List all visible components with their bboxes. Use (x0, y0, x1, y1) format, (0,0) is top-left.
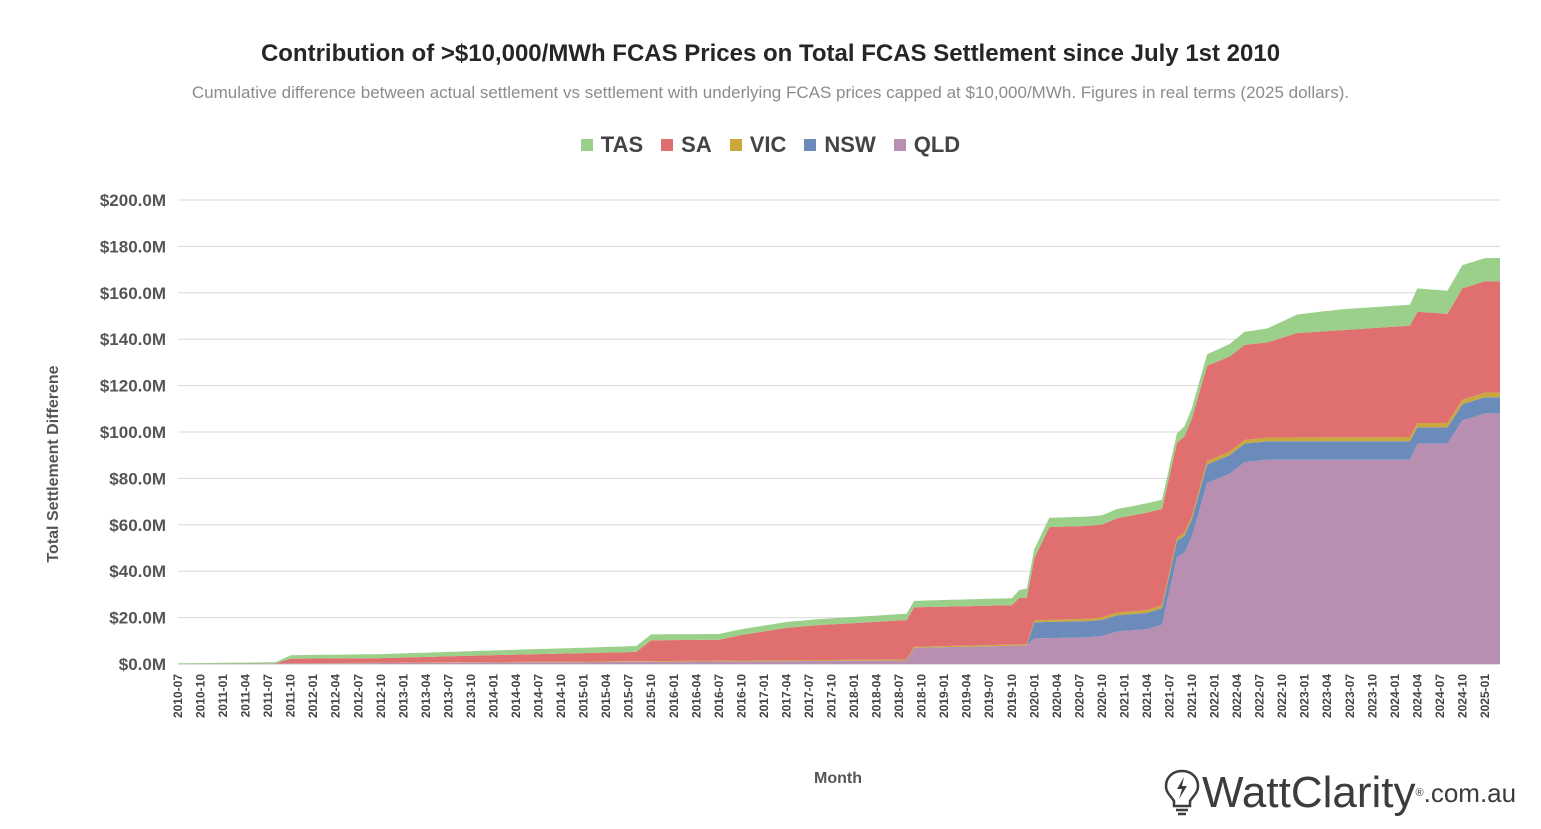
x-tick-label: 2014-04 (509, 674, 523, 718)
x-tick-label: 2023-01 (1298, 674, 1312, 718)
x-tick-label: 2016-07 (712, 674, 726, 718)
legend-label: TAS (600, 132, 644, 157)
series-area-sa (178, 281, 1500, 664)
x-tick-label: 2020-07 (1072, 674, 1086, 718)
x-tick-label: 2010-10 (194, 674, 208, 718)
x-tick-label: 2013-04 (419, 674, 433, 718)
x-tick-label: 2016-10 (734, 674, 748, 718)
y-tick-label: $160.0M (100, 284, 166, 303)
legend-swatch (661, 139, 674, 151)
y-tick-label: $40.0M (109, 562, 166, 581)
x-tick-label: 2019-04 (960, 674, 974, 718)
legend-item-vic: VIC (729, 132, 787, 158)
x-tick-label: 2015-07 (622, 674, 636, 718)
x-tick-label: 2017-04 (779, 674, 793, 718)
y-tick-label: $200.0M (100, 191, 166, 210)
y-tick-label: $100.0M (100, 423, 166, 442)
x-tick-label: 2017-01 (757, 674, 771, 718)
x-tick-label: 2024-04 (1410, 674, 1424, 718)
x-tick-label: 2012-04 (329, 674, 343, 718)
x-tick-label: 2025-01 (1478, 674, 1492, 718)
x-tick-label: 2014-07 (532, 674, 546, 718)
legend-label: SA (681, 132, 712, 157)
x-tick-label: 2013-01 (396, 674, 410, 718)
x-tick-label: 2021-01 (1117, 674, 1131, 718)
x-tick-label: 2012-01 (306, 674, 320, 718)
legend-item-qld: QLD (893, 132, 961, 158)
legend-label: QLD (913, 132, 961, 157)
y-tick-label: $120.0M (100, 377, 166, 396)
x-tick-label: 2018-07 (892, 674, 906, 718)
legend-swatch (893, 139, 906, 151)
x-tick-label: 2024-10 (1455, 674, 1469, 718)
logo-registered-mark: ® (1415, 787, 1424, 799)
x-tick-label: 2015-04 (599, 674, 613, 718)
x-tick-label: 2011-10 (284, 674, 298, 718)
x-tick-label: 2022-07 (1253, 674, 1267, 718)
y-tick-label: $60.0M (109, 516, 166, 535)
legend-item-sa: SA (661, 132, 712, 158)
y-axis-label: Total Settlement Differene (45, 365, 62, 562)
x-tick-label: 2012-10 (374, 674, 388, 718)
x-tick-label: 2021-04 (1140, 674, 1154, 718)
logo-text: WattClarity (1202, 768, 1416, 817)
legend-swatch (729, 139, 742, 151)
x-tick-label: 2019-01 (937, 674, 951, 718)
x-tick-label: 2012-07 (351, 674, 365, 718)
legend-swatch (804, 139, 817, 151)
legend-label: NSW (824, 132, 876, 157)
x-tick-label: 2011-04 (239, 674, 253, 718)
x-tick-label: 2014-01 (487, 674, 501, 718)
x-tick-label: 2017-07 (802, 674, 816, 718)
x-tick-label: 2011-01 (216, 674, 230, 718)
x-tick-label: 2019-07 (982, 674, 996, 718)
x-tick-label: 2023-10 (1365, 674, 1379, 718)
x-tick-label: 2020-01 (1027, 674, 1041, 718)
legend-label: VIC (749, 132, 787, 157)
chart-subtitle: Cumulative difference between actual set… (191, 83, 1350, 102)
x-tick-label: 2023-07 (1343, 674, 1357, 718)
series-area-qld (178, 413, 1500, 664)
x-tick-label: 2018-01 (847, 674, 861, 718)
legend-swatch (580, 139, 593, 151)
chart-legend: TAS SA VIC NSW QLD (0, 132, 1541, 158)
x-tick-label: 2023-04 (1320, 674, 1334, 718)
x-tick-label: 2011-07 (261, 674, 275, 718)
chart-title: Contribution of >$10,000/MWh FCAS Prices… (260, 40, 1281, 67)
lightbulb-icon (1164, 769, 1200, 816)
x-tick-label: 2020-10 (1095, 674, 1109, 718)
wattclarity-logo: WattClarity ® .com.au (1162, 768, 1516, 818)
legend-item-tas: TAS (580, 132, 644, 158)
x-tick-label: 2018-10 (915, 674, 929, 718)
x-tick-label: 2024-07 (1433, 674, 1447, 718)
x-tick-label: 2015-10 (644, 674, 658, 718)
x-tick-label: 2022-01 (1208, 674, 1222, 718)
x-axis-label: Month (814, 770, 862, 787)
y-tick-label: $20.0M (109, 609, 166, 628)
y-tick-label: $80.0M (109, 469, 166, 488)
x-tick-label: 2010-07 (171, 674, 185, 718)
x-tick-label: 2016-04 (689, 674, 703, 718)
x-tick-label: 2014-10 (554, 674, 568, 718)
legend-item-nsw: NSW (804, 132, 876, 158)
x-tick-label: 2022-04 (1230, 674, 1244, 718)
x-tick-label: 2021-07 (1163, 674, 1177, 718)
x-tick-label: 2016-01 (667, 674, 681, 718)
y-tick-label: $0.0M (119, 655, 166, 674)
x-tick-label: 2021-10 (1185, 674, 1199, 718)
x-tick-label: 2019-10 (1005, 674, 1019, 718)
x-tick-label: 2015-01 (577, 674, 591, 718)
x-tick-label: 2024-01 (1388, 674, 1402, 718)
y-tick-label: $140.0M (100, 330, 166, 349)
x-tick-label: 2018-04 (870, 674, 884, 718)
logo-domain: .com.au (1423, 777, 1517, 808)
x-tick-label: 2022-10 (1275, 674, 1289, 718)
y-tick-label: $180.0M (100, 237, 166, 256)
x-tick-label: 2020-04 (1050, 674, 1064, 718)
x-tick-label: 2013-10 (464, 674, 478, 718)
x-tick-label: 2017-10 (825, 674, 839, 718)
x-tick-label: 2013-07 (441, 674, 455, 718)
